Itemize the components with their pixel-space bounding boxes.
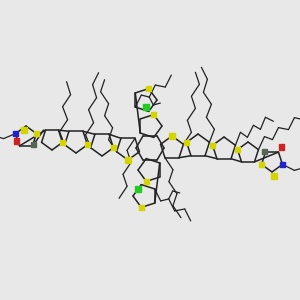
Bar (34, 131, 39, 137)
Bar (143, 179, 149, 184)
Bar (60, 140, 65, 145)
Bar (262, 148, 267, 154)
Bar (279, 144, 284, 150)
Bar (85, 142, 90, 148)
Bar (146, 86, 152, 91)
Bar (21, 127, 27, 133)
Bar (271, 173, 277, 179)
Bar (139, 205, 144, 210)
Bar (259, 162, 264, 167)
Bar (125, 157, 131, 163)
Bar (210, 142, 215, 148)
Bar (143, 104, 149, 110)
Bar (184, 140, 189, 145)
Bar (14, 138, 19, 144)
Bar (135, 186, 141, 192)
Bar (13, 131, 18, 137)
Bar (31, 142, 36, 147)
Bar (169, 133, 175, 139)
Bar (280, 162, 285, 167)
Bar (111, 145, 116, 151)
Bar (151, 112, 157, 117)
Bar (235, 147, 240, 152)
